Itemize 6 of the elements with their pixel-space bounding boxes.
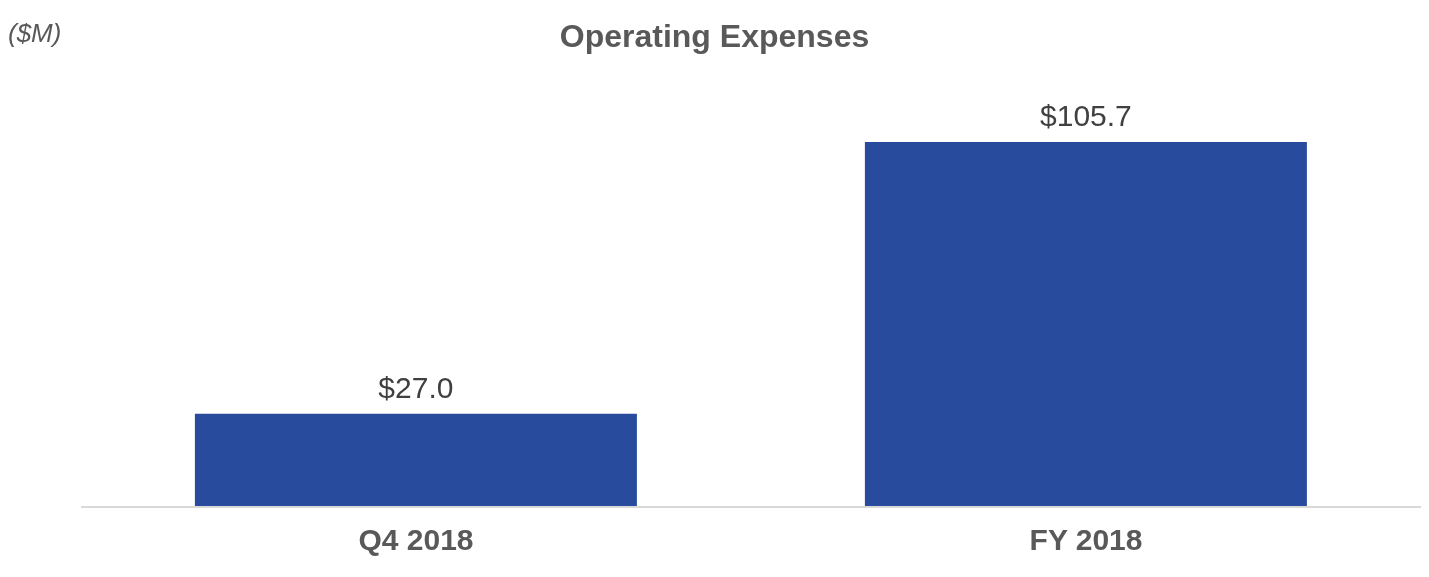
x-tick-label: Q4 2018 [358,523,474,557]
y-axis-title: ($M) [8,18,62,49]
data-label: $27.0 [378,370,454,404]
data-label: $105.7 [1040,99,1132,132]
x-tick-label: FY 2018 [1029,523,1143,557]
chart-title: Operating Expenses [559,18,870,54]
